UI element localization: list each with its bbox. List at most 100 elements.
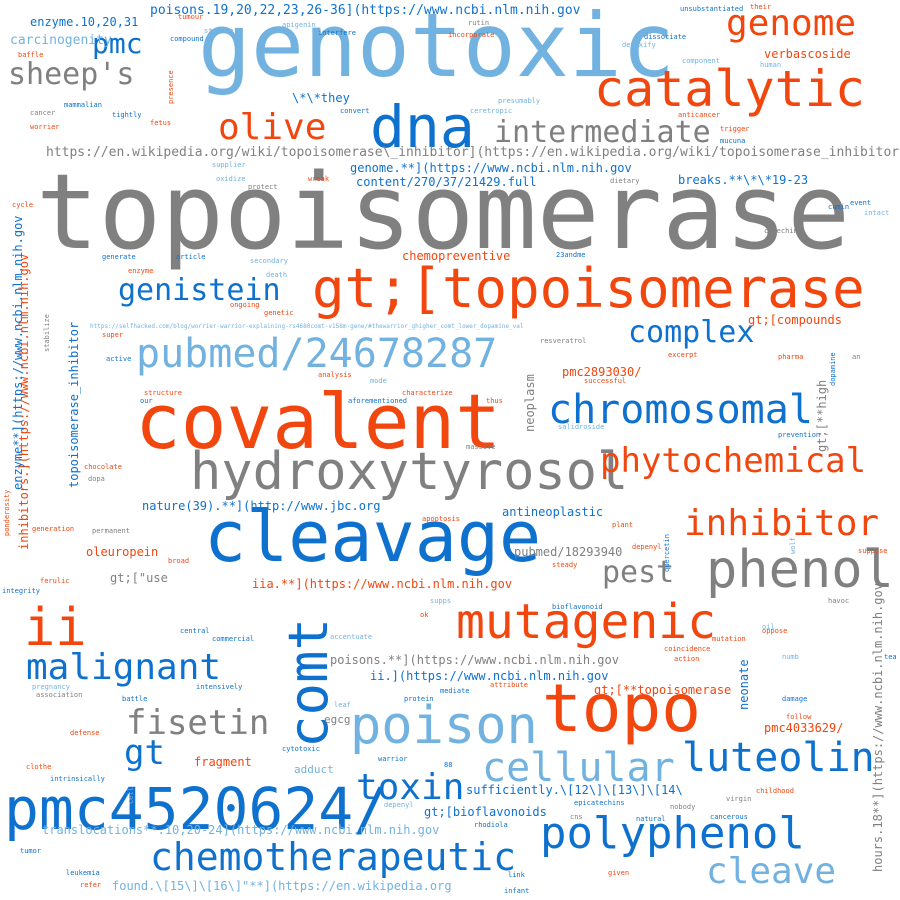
word-ii: ii [24,598,87,658]
word-rhodiola: rhodiola [474,821,508,829]
word-coincidence: coincidence [664,645,711,653]
word-poisons-url: poisons.19,20,22,23,26-36](https://www.n… [150,3,581,18]
word-their: their [750,3,772,11]
word-plant: plant [612,521,634,529]
word-comt: comt [277,617,340,748]
word-gt-topoisomerase2: gt;[**topoisomerase [594,683,732,697]
word-phenol: phenol [706,540,894,600]
word-breaks: breaks.**\*\*19-23 [678,173,809,187]
word-gt-use: gt;["use [110,571,168,585]
word-anticancer: anticancer [678,111,721,119]
word-dietary: dietary [610,177,640,185]
word-refer: refer [80,881,102,889]
word-cell: cell [127,787,135,804]
word-malignant: malignant [26,647,222,688]
word-polyphenol: polyphenol [540,808,805,859]
word-stumble: stumble [204,27,234,35]
word-translocations-url: translocations**.10,20-24](https://www.n… [42,823,440,837]
word-excerpt: excerpt [668,351,698,359]
word-verbascoside: verbascoside [764,47,851,61]
word-infant: infant [504,887,530,895]
word-intact: intact [864,209,890,217]
word-olive: olive [218,107,327,148]
word-cleavage: cleavage [204,496,542,578]
word-trigger: trigger [720,125,750,133]
word-virgin: virgin [726,795,752,803]
word-selfhacked-url: https://selfhacked.com/blog/worrier-warr… [90,323,524,330]
word-ceretropic: ceretropic [470,107,513,115]
word-complex: complex [628,315,755,350]
word-tea: tea [884,653,897,661]
word-action: action [674,655,700,663]
word-presumably: presumably [498,97,541,105]
word-poisons2-url: poisons.**](https://www.ncbi.nlm.nih.gov [330,653,619,667]
word-tumor: tumor [20,847,42,855]
word-attribute: attribute [490,681,528,689]
word-detoxify: detoxify [622,41,656,49]
word-phytochemical: phytochemical [600,441,867,481]
word-toxin: toxin [356,767,465,808]
word-human: human [760,61,782,69]
word-pregnancy: pregnancy [32,683,70,691]
word-component: component [682,57,720,65]
word-wreak: wreak [308,175,330,183]
word-chemotherapeutic: chemotherapeutic [150,835,517,879]
word-cleave: cleave [706,851,837,892]
word-mammalian: mammalian [64,101,102,109]
word-depenyl: depenyl [632,543,662,551]
word-pharma: pharma [778,353,804,361]
word-cancerous: cancerous [710,813,748,821]
word-oil: oil [762,623,775,631]
word-dopa: dopa [88,475,105,483]
word-characterize: characterize [402,389,453,397]
word-article: article [176,253,206,261]
word-presence: presence [167,70,175,104]
word-88: 88 [444,761,453,769]
word-ongoing: ongoing [230,301,260,309]
word-fetus: fetus [150,119,172,127]
word-hydroxytyrosol: hydroxytyrosol [190,442,629,502]
word-warrior: warrior [378,755,408,763]
word-stabilize: stabilize [43,314,51,352]
word-oleuropein: oleuropein [86,545,159,559]
word-wolf: wolf [789,537,797,554]
word-dopamine: dopamine [829,352,837,386]
word-antineoplastic: antineoplastic [502,505,604,519]
word-cytotoxic: cytotoxic [282,745,320,753]
word-catechin: catechin [764,227,798,235]
word-23andme: 23andme [556,251,586,259]
word-oxidize: oxidize [216,175,246,183]
word-sheeps: sheep's [8,57,135,92]
word-death: death [266,271,288,279]
word-topoisomerase: topoisomerase [36,151,850,273]
word-topo: topo [542,670,701,747]
word-gt-topoisomerase: gt;[topoisomerase [312,257,865,320]
word-protein: protein [404,695,434,703]
word-sufficiently: sufficiently.\[12\]\[13\]\[14\ [466,783,683,797]
word-central: central [180,627,210,635]
word-cellular: cellular [482,745,675,791]
word-gt-bioflavonoids: gt;[bioflavonoids [424,805,547,819]
word-gt: gt [124,733,165,773]
word-nobody: nobody [670,803,696,811]
word-apigenin: apigenin [282,21,316,29]
word-content-url: content/270/37/21429.full [356,175,537,189]
word-ok: ok [420,611,429,619]
word-poison: poison [350,696,538,756]
word-quercetin: quercetin [663,534,671,572]
word-interfere: interfere [318,29,356,37]
word-childhood: childhood [756,787,794,795]
word-supplier: supplier [212,161,246,169]
word-intermediate: intermediate [494,115,711,150]
word-enzyme: enzyme [128,267,154,275]
word-unsubstantiated: unsubstantiated [680,5,744,13]
word-pmc4033629: pmc4033629/ [764,721,844,735]
word-enzyme-url: enzyme**](https://www.ncbi.nlm.nih.gov [11,215,25,490]
word-mediate: mediate [440,687,470,695]
word-protect: protect [248,183,278,191]
word-pest: pest [602,555,675,590]
word-apoptosis: apoptosis [422,515,460,523]
word-an: an [852,353,861,361]
word-incorporate: incorporate [448,31,495,39]
